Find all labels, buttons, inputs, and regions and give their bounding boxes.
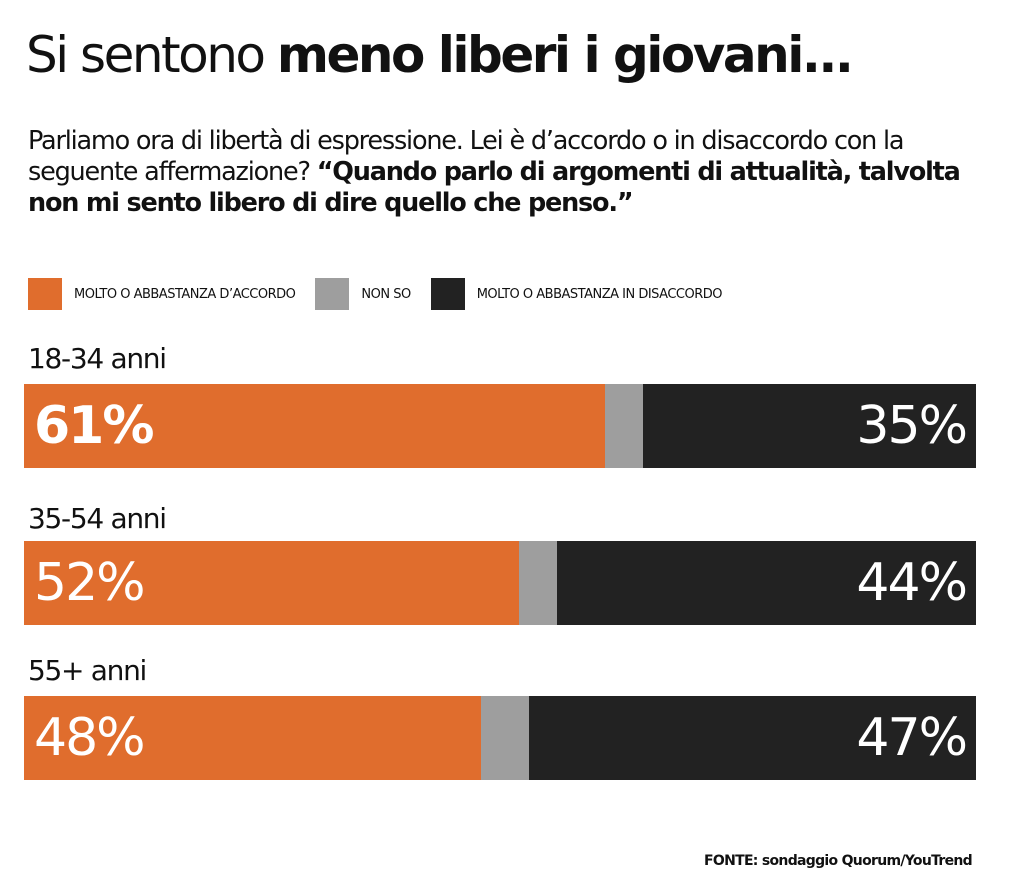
legend-swatch-agree <box>28 278 62 310</box>
legend-label-agree: MOLTO O ABBASTANZA D’ACCORDO <box>74 286 296 302</box>
group-label-0: 18-34 anni <box>28 342 167 375</box>
group-label-1: 35-54 anni <box>28 502 167 535</box>
chart-subtitle: Parliamo ora di libertà di espressione. … <box>28 126 1008 219</box>
stacked-bar-0: 61% 35% <box>24 384 976 468</box>
data-label-agree: 48% <box>34 708 146 768</box>
chart-title-light: Si sentono <box>26 26 277 84</box>
stacked-bar-1: 52% 44% <box>24 541 976 625</box>
bar-segment-dont-know <box>604 384 643 468</box>
data-label-disagree: 44% <box>856 553 968 613</box>
legend-item-dont-know: NON SO <box>315 278 411 310</box>
legend-swatch-dont-know <box>315 278 350 310</box>
subtitle-quote: “Quando parlo di argomenti di attualità,… <box>28 157 961 218</box>
data-label-disagree: 47% <box>856 708 968 768</box>
bar-segment-disagree <box>557 541 976 625</box>
bar-segment-agree <box>24 696 481 780</box>
legend-label-disagree: MOLTO O ABBASTANZA IN DISACCORDO <box>476 286 723 302</box>
subtitle-question: Parliamo ora di libertà di espressione. … <box>28 126 905 187</box>
stacked-bar-2: 48% 47% <box>24 696 976 780</box>
legend-item-disagree: MOLTO O ABBASTANZA IN DISACCORDO <box>430 278 723 310</box>
group-label-2: 55+ anni <box>28 654 147 687</box>
bar-segment-agree <box>24 384 605 468</box>
legend: MOLTO O ABBASTANZA D’ACCORDO NON SO MOLT… <box>28 278 742 310</box>
bar-segment-dont-know <box>519 541 558 625</box>
data-label-disagree: 35% <box>856 396 968 456</box>
legend-label-dont-know: NON SO <box>361 286 411 302</box>
bar-segment-agree <box>24 541 520 625</box>
chart-title: Si sentono meno liberi i giovani... <box>26 26 854 84</box>
data-label-agree: 61% <box>34 396 154 456</box>
legend-item-agree: MOLTO O ABBASTANZA D’ACCORDO <box>28 278 296 310</box>
bar-segment-disagree <box>528 696 976 780</box>
legend-swatch-disagree <box>430 278 465 310</box>
chart-title-bold: meno liberi i giovani... <box>276 26 854 84</box>
data-label-agree: 52% <box>34 553 146 613</box>
source-note: FONTE: sondaggio Quorum/YouTrend <box>704 853 973 869</box>
bar-segment-disagree <box>642 384 976 468</box>
bar-segment-dont-know <box>480 696 529 780</box>
